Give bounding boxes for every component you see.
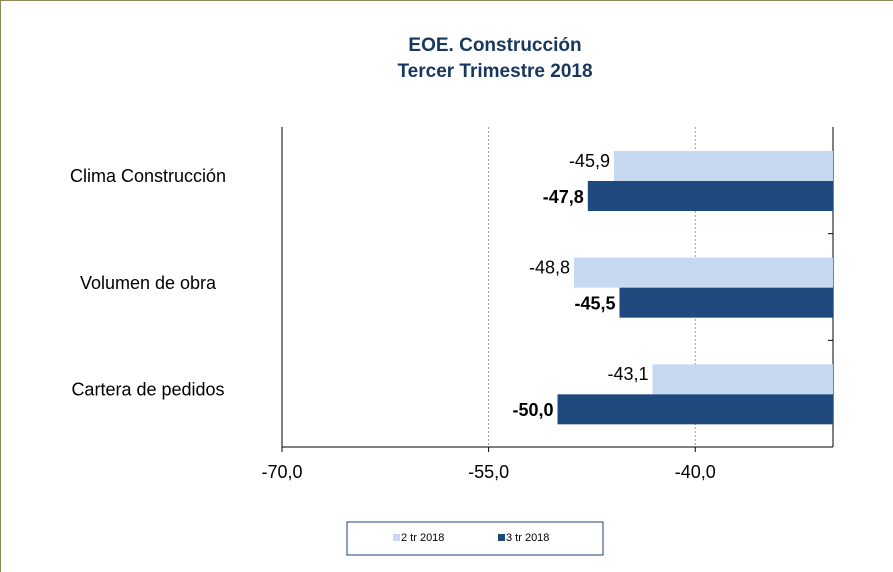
x-tick-label: -40,0 — [675, 462, 716, 482]
legend-label: 2 tr 2018 — [401, 532, 444, 544]
x-tick-label: -55,0 — [468, 462, 509, 482]
data-label: -43,1 — [608, 364, 649, 384]
bar — [557, 394, 833, 425]
data-label: -47,8 — [543, 187, 584, 207]
legend-label: 3 tr 2018 — [506, 532, 549, 544]
chart-subtitle: Tercer Trimestre 2018 — [397, 61, 592, 82]
data-label: -45,9 — [569, 151, 610, 171]
bar — [619, 287, 833, 318]
legend-swatch — [498, 534, 505, 541]
y-tick-label: Cartera de pedidos — [71, 379, 224, 399]
bar — [652, 364, 833, 395]
data-label: -45,5 — [574, 293, 615, 313]
bar — [574, 257, 833, 288]
bar — [613, 151, 833, 181]
chart-title: EOE. Construcción — [408, 35, 581, 56]
data-label: -48,8 — [529, 257, 570, 277]
data-label: -50,0 — [512, 400, 553, 420]
legend — [346, 521, 604, 556]
bar — [587, 181, 833, 211]
y-tick-label: Volumen de obra — [80, 273, 217, 293]
y-tick-label: Clima Construcción — [70, 166, 226, 186]
legend-swatch — [393, 534, 400, 541]
x-tick-label: -70,0 — [261, 462, 302, 482]
